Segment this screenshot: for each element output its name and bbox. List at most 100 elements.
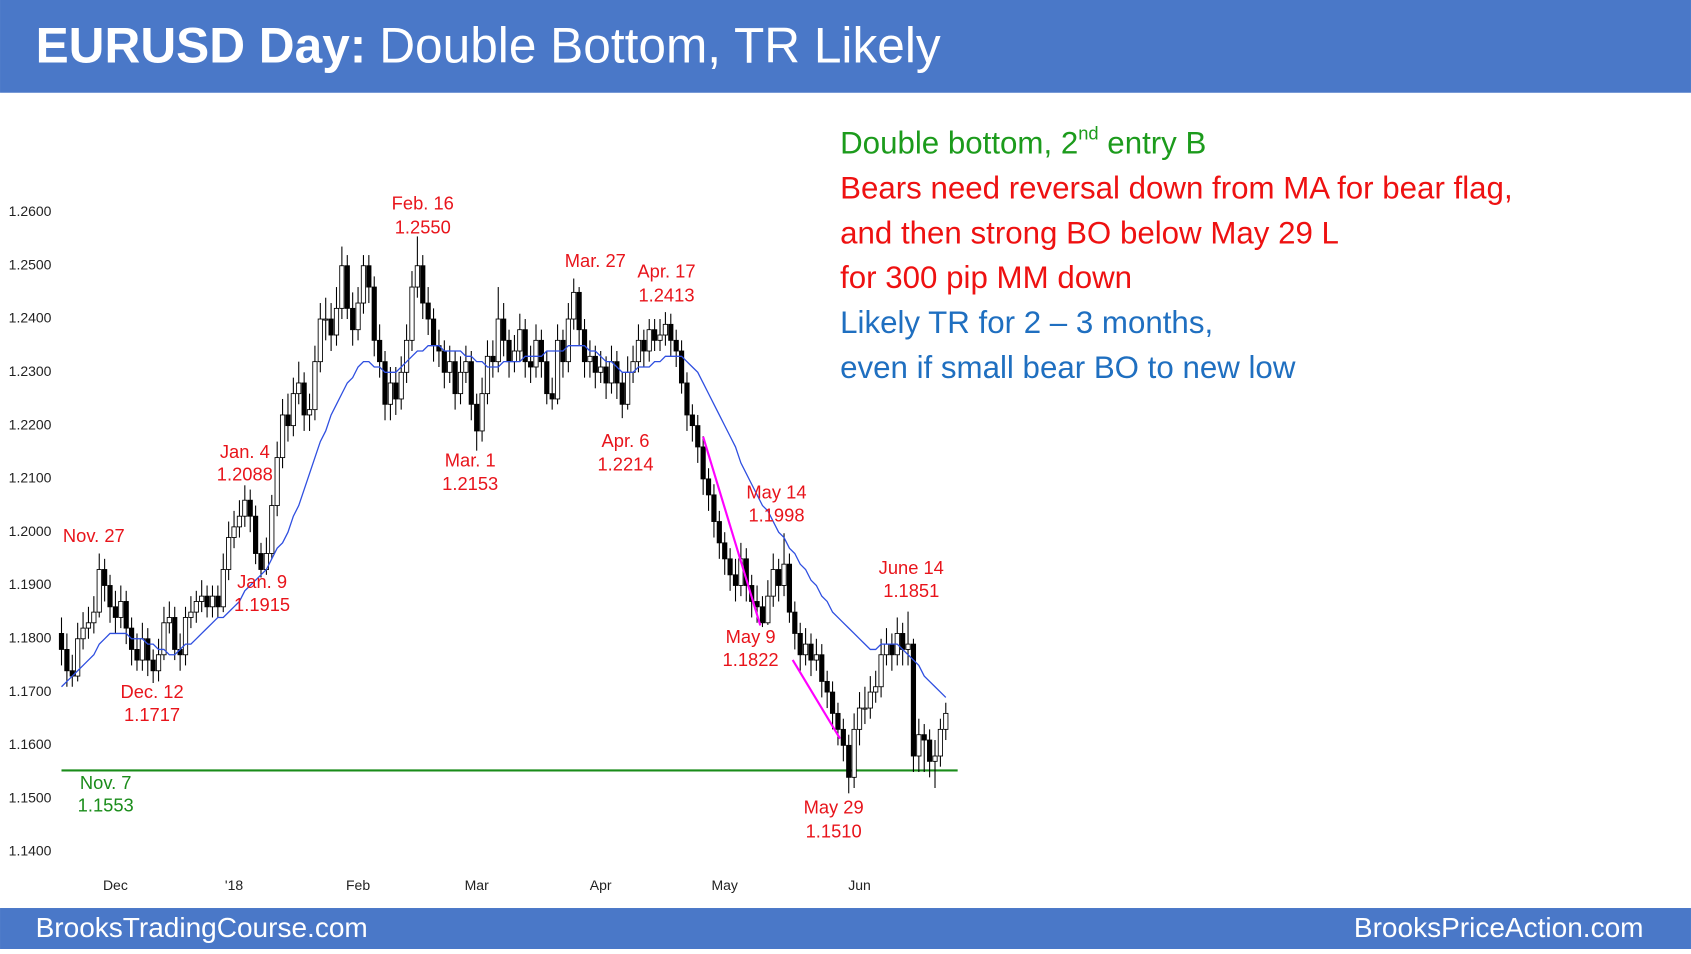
annotation-price: 1.2088 (217, 463, 273, 484)
y-tick-label: 1.2300 (9, 363, 52, 379)
annotation-date: May 14 (746, 482, 806, 503)
candle-body (279, 414, 286, 459)
candle-body (344, 265, 350, 309)
candle-body (786, 563, 793, 613)
candle-body (236, 515, 243, 528)
candle-body (414, 265, 420, 288)
candle-body (517, 329, 523, 352)
candle-body (528, 361, 534, 368)
candle-body (705, 478, 712, 496)
note-text: Bears need reversal down from MA for bea… (840, 171, 1513, 206)
candle-body (474, 403, 480, 432)
candle-body (328, 318, 334, 336)
candle-body (253, 515, 259, 554)
x-tick-label: Jun (848, 877, 871, 893)
candle-body (420, 265, 426, 304)
annotation-price: 1.1822 (723, 649, 779, 670)
y-tick-label: 1.2200 (9, 416, 52, 432)
candle-body (269, 505, 275, 554)
y-tick-label: 1.1700 (9, 683, 52, 699)
candle-body (608, 361, 615, 384)
candle-body (479, 393, 485, 432)
x-tick-label: '18 (225, 877, 243, 893)
note-line: Double bottom, 2nd entry B (840, 123, 1206, 161)
candle-body (910, 643, 917, 757)
candle-body (678, 350, 685, 384)
y-tick-label: 1.1900 (9, 576, 52, 592)
candle-body (371, 286, 377, 341)
candle-body (522, 329, 528, 363)
candle-body (393, 382, 399, 400)
candle-body (851, 728, 857, 778)
candle-body (921, 734, 927, 741)
candle-body (662, 323, 668, 336)
candle-body (398, 371, 404, 400)
footer-bar (0, 908, 1691, 949)
annotation-price: 1.2413 (638, 284, 694, 305)
y-tick-label: 1.2500 (9, 256, 52, 272)
candle-body (145, 638, 151, 661)
candle-body (501, 318, 507, 341)
candle-body (722, 542, 728, 560)
candle-body (652, 329, 658, 341)
y-tick-label: 1.2600 (9, 203, 52, 219)
annotation-date: Jan. 4 (220, 441, 270, 462)
candle-body (506, 339, 512, 363)
candle-body (587, 355, 593, 363)
candle-body (689, 414, 695, 427)
note-line: and then strong BO below May 29 L (840, 216, 1339, 251)
candle-body (96, 569, 102, 613)
candle-body (867, 691, 873, 709)
note-line: for 300 pip MM down (840, 260, 1132, 295)
candle-body (603, 366, 609, 384)
header-bar (0, 0, 1691, 93)
candle-body (727, 558, 733, 576)
candle-body (716, 521, 722, 544)
annotation-price: 1.1915 (234, 594, 290, 615)
candle-body (91, 611, 97, 624)
candle-body (846, 744, 852, 778)
candle-body (765, 595, 771, 624)
note-text: Likely TR for 2 – 3 months, (840, 305, 1213, 340)
x-tick-label: Mar (465, 877, 489, 893)
annotation-date: Apr. 6 (602, 430, 650, 451)
candle-body (770, 569, 776, 597)
annotation-price: 1.2550 (395, 216, 451, 237)
candle-body (646, 329, 652, 352)
candle-body (695, 425, 701, 448)
candle-body (118, 601, 124, 618)
candle-body (803, 643, 809, 656)
annotation-price: 1.2153 (442, 473, 498, 494)
candle-body (333, 307, 340, 336)
moving-average (61, 345, 947, 698)
candle-body (943, 712, 949, 730)
note-line: even if small bear BO to new low (840, 350, 1296, 385)
candle-body (403, 339, 410, 373)
candle-body (193, 601, 199, 613)
candle-body (927, 739, 933, 762)
candle-body (80, 627, 86, 640)
annotation-price: 1.1998 (748, 504, 804, 525)
candle-body (75, 638, 81, 677)
candle-body (614, 361, 620, 384)
candle-body (495, 318, 501, 363)
candle-body (463, 361, 469, 373)
candle-body (776, 569, 782, 586)
note-text: for 300 pip MM down (840, 260, 1132, 295)
candle-body (641, 339, 647, 352)
slide-title: EURUSD Day: Double Bottom, TR Likely (36, 18, 941, 74)
candle-body (916, 734, 922, 757)
candle-body (468, 361, 474, 405)
candle-body (64, 649, 70, 672)
y-tick-label: 1.1800 (9, 629, 52, 645)
candle-body (220, 569, 226, 608)
candle-body (932, 755, 938, 762)
candle-body (155, 654, 162, 672)
notes: Double bottom, 2nd entry B Bears need rev… (840, 123, 1513, 385)
candle-body (808, 643, 814, 661)
annotation-date: Feb. 16 (392, 193, 454, 214)
candle-body (323, 318, 329, 321)
title-rest: Double Bottom, TR Likely (379, 18, 941, 74)
candle-body (873, 686, 879, 693)
candle-body (301, 382, 307, 416)
